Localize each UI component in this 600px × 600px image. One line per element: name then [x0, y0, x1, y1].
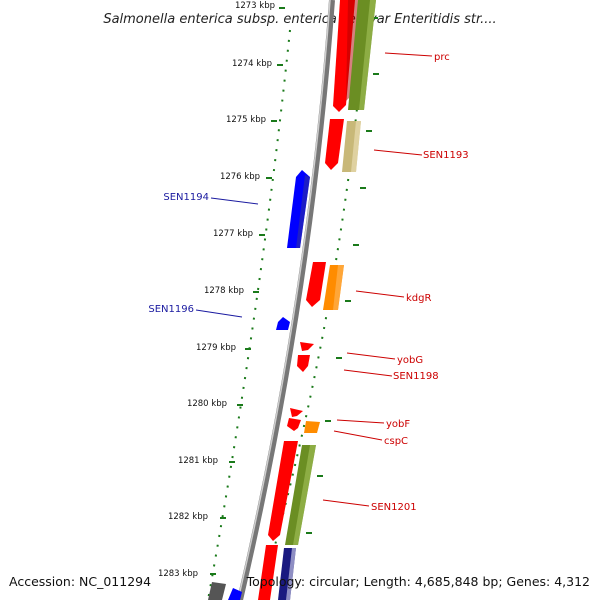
gene-yobf-feature[interactable] — [290, 408, 303, 417]
tick-label-1274: 1274 kbp — [232, 59, 272, 69]
tick-label-1280: 1280 kbp — [187, 399, 227, 409]
label-leader-lines — [195, 52, 433, 507]
tick-marks — [210, 7, 285, 575]
tick-label-1282: 1282 kbp — [168, 512, 208, 522]
gene-kdgr-feature[interactable] — [306, 262, 344, 310]
gene-label-sen1196[interactable]: SEN1196 — [148, 304, 194, 315]
tick-label-1283: 1283 kbp — [158, 569, 198, 579]
gene-label-sen1194[interactable]: SEN1194 — [163, 192, 209, 203]
gene-label-sen1198[interactable]: SEN1198 — [393, 371, 439, 382]
gene-label-prc[interactable]: prc — [434, 52, 450, 63]
tick-label-1277: 1277 kbp — [213, 229, 253, 239]
gene-label-cspc[interactable]: cspC — [384, 436, 408, 447]
gene-sen1201-feature[interactable] — [268, 441, 316, 545]
gene-sen1193-feature[interactable] — [325, 119, 361, 172]
gene-label-sen1201[interactable]: SEN1201 — [371, 502, 417, 513]
inner-dotted-ring — [207, 29, 291, 600]
topology-text: Topology: circular; Length: 4,685,848 bp… — [246, 574, 590, 589]
backbone-ring-highlight — [237, 0, 331, 600]
tick-label-1279: 1279 kbp — [196, 343, 236, 353]
gene-label-yobf[interactable]: yobF — [386, 419, 410, 430]
tick-label-1275: 1275 kbp — [226, 115, 266, 125]
gene-prc-feature[interactable] — [333, 0, 376, 112]
gene-cspc-feature[interactable] — [287, 418, 320, 433]
gene-yobg-feature[interactable] — [300, 342, 314, 351]
tick-label-1278: 1278 kbp — [204, 286, 244, 296]
tick-label-1276: 1276 kbp — [220, 172, 260, 182]
gene-sen1194-feature[interactable] — [287, 170, 310, 248]
gene-sen1198-feature[interactable] — [297, 355, 310, 372]
gene-label-kdgr[interactable]: kdgR — [406, 293, 431, 304]
map-title: Salmonella enterica subsp. enterica sero… — [103, 12, 496, 27]
gene-partial-bottom-feature[interactable] — [208, 545, 296, 600]
gene-sen1196-feature[interactable] — [276, 317, 290, 330]
tick-label-1281: 1281 kbp — [178, 456, 218, 466]
gene-label-yobg[interactable]: yobG — [397, 355, 423, 366]
accession-text: Accession: NC_011294 — [9, 574, 151, 589]
backbone-ring — [237, 0, 335, 600]
gene-label-sen1193[interactable]: SEN1193 — [423, 150, 469, 161]
tick-label-1273: 1273 kbp — [235, 1, 275, 11]
